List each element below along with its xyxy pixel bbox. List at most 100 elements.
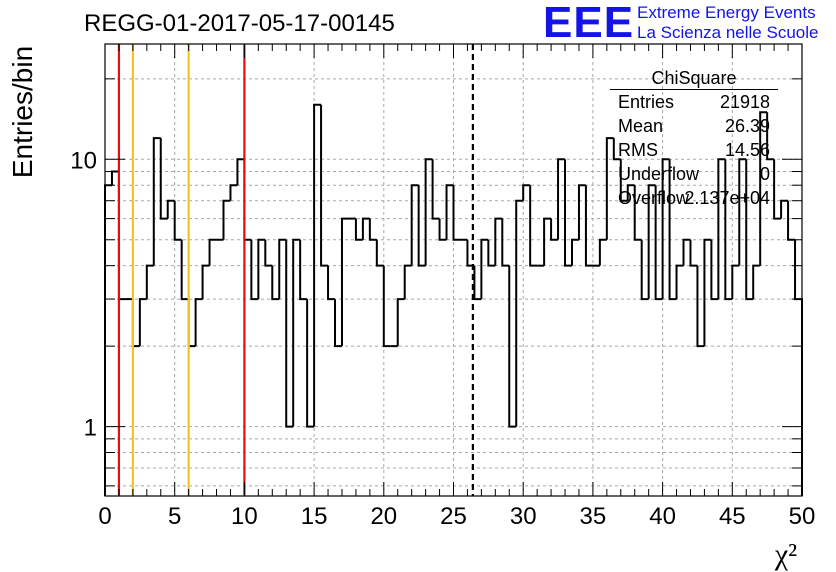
stats-value: 26.39 [724, 116, 770, 136]
x-tick-label: 10 [231, 503, 258, 530]
histogram-bin [661, 158, 670, 300]
histogram-bin [794, 239, 803, 496]
histogram-bin [424, 158, 433, 266]
histogram-bin [780, 199, 789, 219]
histogram-bin [138, 298, 147, 347]
logo-line-1: Extreme Energy Events [637, 3, 816, 22]
histogram-bin [285, 239, 294, 428]
histogram-bin [703, 238, 712, 347]
x-axis-label: χ² [774, 538, 797, 571]
histogram-bin [278, 238, 287, 300]
histogram-bin [598, 238, 607, 266]
histogram-bin [745, 159, 754, 301]
histogram-bin [508, 265, 517, 428]
y-tick-label: 10 [70, 147, 97, 174]
histogram-bin [626, 184, 635, 201]
histogram-bin [522, 184, 531, 201]
histogram-bin [159, 138, 168, 220]
x-tick-label: 35 [580, 503, 607, 530]
histogram-bin [577, 184, 586, 240]
x-tick-label: 30 [510, 503, 537, 530]
histogram-bin [264, 239, 273, 267]
histogram-bin [494, 217, 503, 266]
histogram-bin [201, 264, 210, 300]
histogram-bin [466, 239, 475, 267]
histogram-bin [152, 137, 161, 266]
reference-lines [117, 44, 474, 496]
y-tick-label: 1 [84, 415, 97, 442]
histogram-bin [473, 265, 482, 301]
histogram-bin [229, 184, 238, 201]
stats-row-underflow: Underflow 0 [610, 162, 778, 186]
histogram-bin [173, 200, 182, 241]
histogram-bin [361, 217, 370, 240]
histogram-bin [180, 239, 189, 301]
histogram-bin [313, 103, 322, 427]
x-tick-label: 45 [719, 503, 746, 530]
histogram-bin [382, 265, 391, 348]
histogram-bin [773, 159, 782, 220]
histogram-bin [682, 238, 691, 266]
x-tick-label: 5 [168, 503, 181, 530]
histogram-bin [236, 158, 245, 186]
histogram-bin [340, 217, 349, 347]
stats-key: Mean [618, 116, 664, 136]
histogram-bin [564, 159, 572, 267]
stats-title: ChiSquare [610, 67, 778, 90]
stats-value: 2.137e+04 [684, 188, 770, 208]
stats-value: 0 [759, 164, 770, 184]
stats-value: 14.56 [724, 140, 770, 160]
histogram-bin [452, 185, 461, 241]
histogram-bin [570, 238, 579, 266]
histogram-bin [104, 184, 112, 496]
histogram-bin [403, 264, 412, 300]
chart-title: REGG-01-2017-05-17-00145 [84, 10, 395, 37]
histogram-bin [445, 184, 454, 240]
histogram-bin [145, 264, 154, 300]
histogram-bin [501, 218, 510, 267]
histogram-bin [731, 264, 740, 300]
stats-row-entries: Entries 21918 [610, 90, 778, 114]
histogram-bin [222, 199, 231, 240]
histogram-bin [759, 111, 768, 266]
histogram-bin [738, 158, 747, 266]
histogram-bin [410, 184, 419, 266]
histogram-bin [368, 218, 377, 241]
histogram-bin [696, 265, 705, 348]
stats-key: Entries [618, 92, 675, 112]
histogram-bin [375, 239, 384, 267]
stats-key: Underflow [618, 164, 700, 184]
histogram-bin [612, 138, 621, 161]
x-tick-label: 25 [440, 503, 467, 530]
stats-row-mean: Mean 26.39 [610, 114, 778, 138]
histogram-bin [250, 239, 259, 301]
eee-logo: EEE [543, 0, 635, 47]
histogram-bin [480, 238, 489, 300]
histogram-bin [354, 218, 363, 241]
histogram-bin [306, 299, 315, 428]
histogram-bin [640, 239, 649, 301]
histogram-bin [515, 199, 524, 427]
axis-tick-labels: 0 5 10 15 20 25 30 35 40 45 50 1 10 [70, 147, 815, 530]
histogram-bin [787, 200, 796, 241]
axis-ticks [104, 44, 803, 496]
stats-key: Overflow [618, 188, 690, 208]
stats-row-overflow: Overflow 2.137e+04 [610, 186, 778, 210]
histogram-bin [717, 158, 726, 300]
histogram-bin [689, 239, 698, 267]
stats-box: ChiSquare Entries 21918 Mean 26.39 RMS 1… [610, 67, 778, 210]
x-tick-label: 15 [301, 503, 328, 530]
histogram-bin [543, 217, 552, 266]
histogram-bin [557, 158, 566, 240]
histogram-bin [417, 185, 426, 267]
histogram-bin [633, 185, 642, 241]
histogram-bin [668, 159, 677, 301]
histogram-bin [529, 185, 538, 267]
histogram-bin [710, 239, 719, 301]
histogram-bin [208, 238, 217, 266]
histogram-bin [438, 218, 447, 241]
x-tick-label: 0 [98, 503, 111, 530]
stats-key: RMS [618, 140, 658, 160]
x-tick-label: 40 [649, 503, 676, 530]
